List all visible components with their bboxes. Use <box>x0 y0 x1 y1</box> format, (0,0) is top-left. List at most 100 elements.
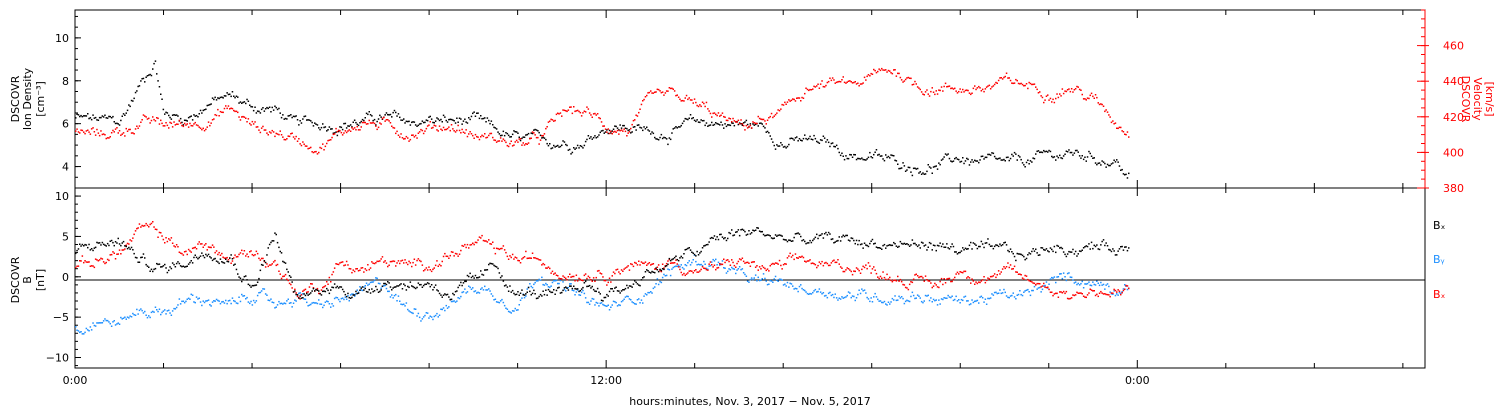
by-point <box>906 299 908 302</box>
by-point <box>214 300 216 302</box>
velocity-point <box>862 82 864 84</box>
density-point <box>175 114 178 116</box>
bx-point <box>620 290 623 292</box>
bx-point <box>745 234 748 236</box>
by-point <box>388 290 390 293</box>
bx-point <box>867 245 870 248</box>
by-point <box>1096 280 1098 282</box>
bx-point <box>1112 248 1114 250</box>
velocity-point <box>258 129 260 131</box>
bz-point <box>915 273 917 275</box>
bx-point <box>97 242 100 244</box>
density-point <box>604 131 607 133</box>
by-point <box>893 299 895 301</box>
by-point <box>303 298 305 300</box>
density-point <box>1001 159 1004 161</box>
density-point <box>683 120 685 122</box>
bx-point <box>221 261 223 263</box>
bx-point <box>667 263 669 266</box>
density-point <box>272 109 275 111</box>
by-point <box>194 301 196 304</box>
velocity-point <box>696 104 698 107</box>
bx-point <box>356 292 358 295</box>
by-point <box>908 300 911 303</box>
velocity-point <box>596 113 599 115</box>
velocity-point <box>1007 77 1009 79</box>
bx-point <box>138 261 141 263</box>
density-point <box>1097 162 1099 165</box>
bz-point <box>770 263 773 266</box>
velocity-point <box>952 88 955 90</box>
density-point <box>563 141 566 143</box>
density-point <box>403 118 405 120</box>
bz-point <box>132 237 134 239</box>
bx-point <box>559 292 562 294</box>
density-point <box>1125 173 1127 176</box>
density-point <box>166 112 169 114</box>
bx-point <box>191 262 194 264</box>
velocity-point <box>1053 101 1056 104</box>
density-point <box>924 173 927 175</box>
velocity-point <box>106 137 109 139</box>
density-point <box>626 127 628 130</box>
bz-point <box>1117 289 1119 291</box>
density-point <box>894 159 896 162</box>
density-point <box>517 132 519 134</box>
by-point <box>877 298 879 301</box>
bx-point <box>177 261 179 263</box>
by-point <box>610 306 612 308</box>
bz-point <box>1007 262 1009 264</box>
velocity-point <box>433 124 435 127</box>
velocity-point <box>668 87 671 89</box>
by-point <box>797 290 799 293</box>
density-point <box>741 124 744 126</box>
bz-point <box>239 252 242 254</box>
velocity-point <box>1036 88 1038 91</box>
velocity-point <box>214 114 216 116</box>
bx-point <box>774 234 777 236</box>
by-point <box>862 290 864 292</box>
velocity-point <box>697 105 700 108</box>
bx-point <box>117 237 119 240</box>
bz-point <box>570 276 572 278</box>
velocity-point <box>1013 82 1016 84</box>
bz-point <box>371 261 373 263</box>
bx-point <box>975 244 977 246</box>
velocity-point <box>881 67 883 70</box>
velocity-point <box>503 139 506 142</box>
velocity-point <box>1094 94 1097 96</box>
bz-point <box>134 230 137 232</box>
bz-point <box>490 243 493 245</box>
density-point <box>445 119 447 122</box>
velocity-point <box>724 116 726 118</box>
bx-point <box>121 242 123 244</box>
bx-point <box>122 240 125 243</box>
density-point <box>492 124 494 126</box>
velocity-point <box>576 109 579 112</box>
bx-point <box>340 286 343 288</box>
velocity-point <box>105 137 107 140</box>
bx-point <box>685 248 688 251</box>
velocity-point <box>294 138 296 140</box>
bz-point <box>731 259 733 261</box>
bz-point <box>268 264 271 266</box>
bx-point <box>964 247 967 250</box>
velocity-point <box>296 140 299 142</box>
by-point <box>150 311 153 314</box>
bz-point <box>120 253 122 255</box>
density-point <box>454 122 457 124</box>
density-point <box>245 102 247 105</box>
bx-point <box>915 244 917 246</box>
by-point <box>525 295 527 297</box>
bx-point <box>279 250 281 253</box>
bx-point <box>194 254 196 256</box>
by-point <box>1055 281 1057 284</box>
bz-point <box>138 223 141 225</box>
bx-point <box>522 294 524 296</box>
bx-point <box>934 244 936 247</box>
density-point <box>964 160 967 162</box>
velocity-point <box>711 116 713 118</box>
by-point <box>910 295 912 298</box>
bz-point <box>385 262 388 264</box>
bx-point <box>1097 248 1099 250</box>
